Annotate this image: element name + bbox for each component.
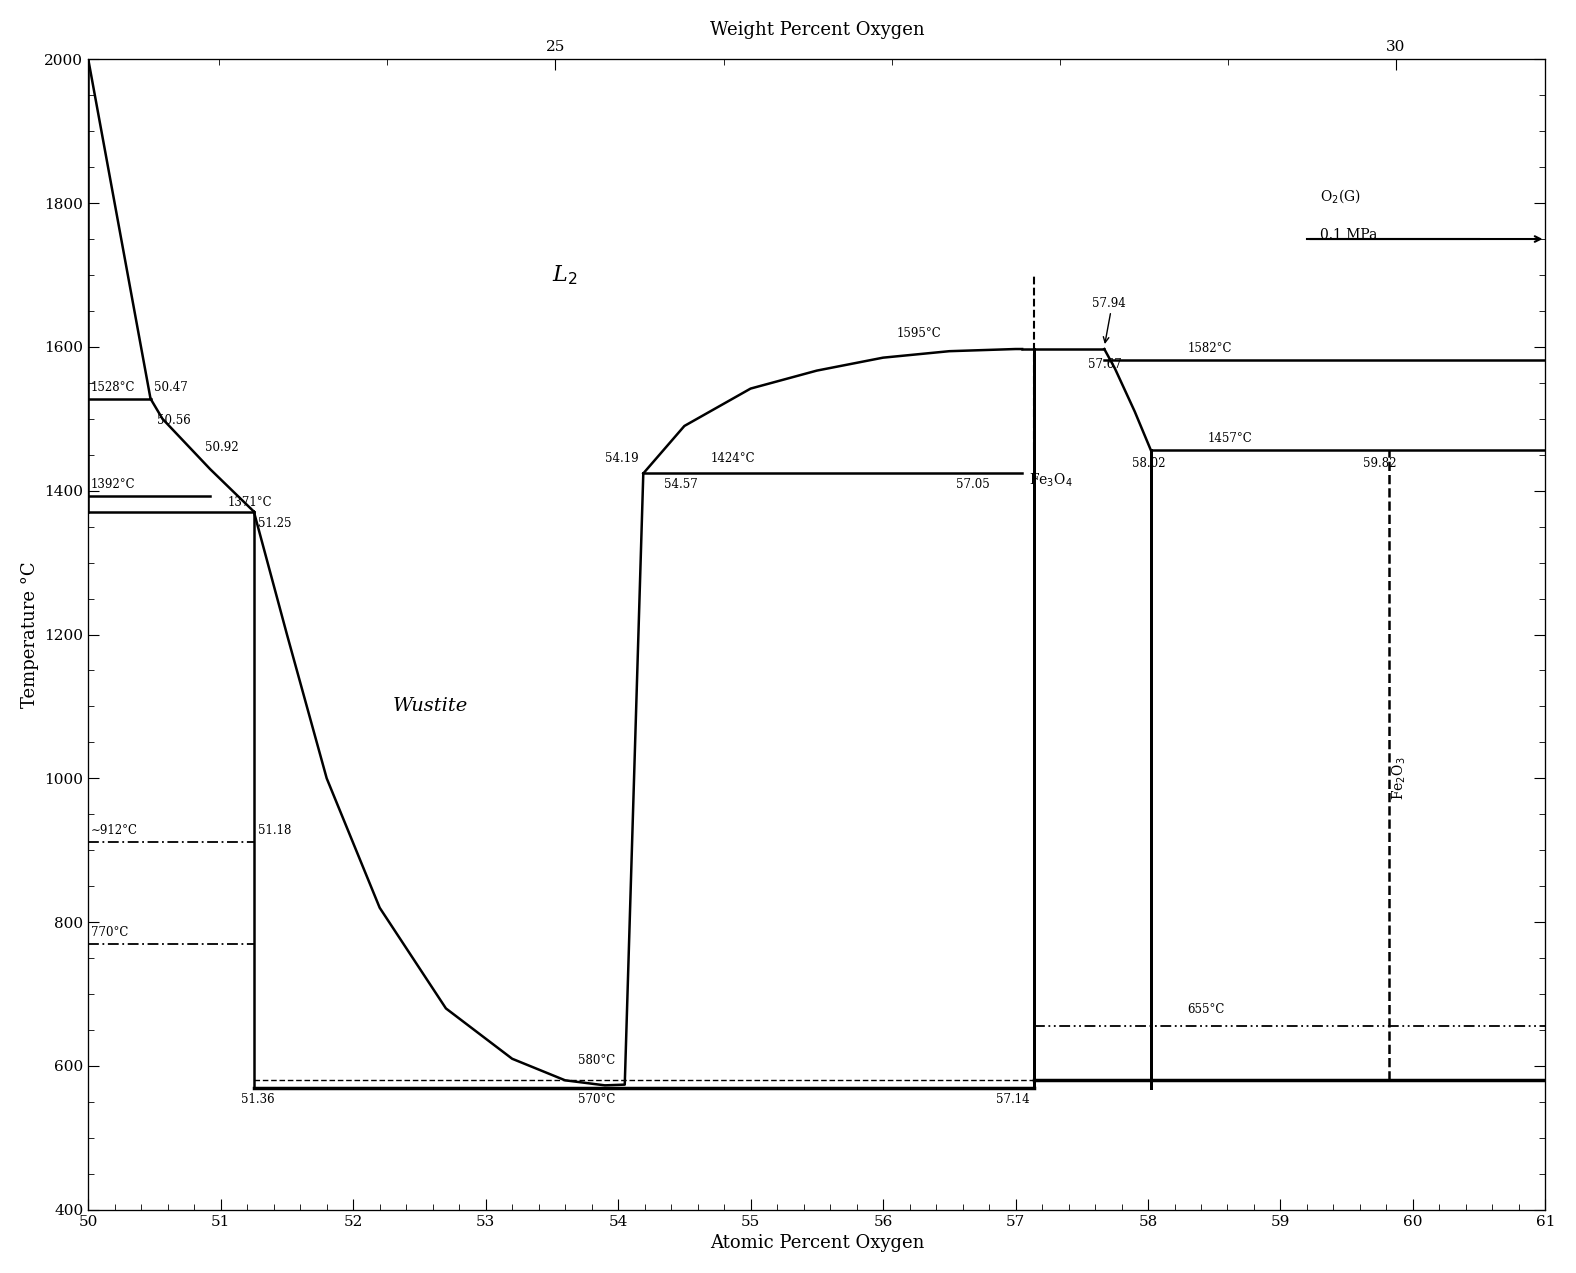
Text: 1582°C: 1582°C [1188, 342, 1232, 355]
Text: 1528°C: 1528°C [91, 382, 136, 395]
Text: 1392°C: 1392°C [91, 479, 136, 491]
Text: 580°C: 580°C [578, 1054, 616, 1067]
X-axis label: Weight Percent Oxygen: Weight Percent Oxygen [709, 20, 924, 39]
Text: 57.05: 57.05 [957, 479, 990, 491]
Text: 570°C: 570°C [578, 1092, 616, 1105]
Text: 0.1 MPa: 0.1 MPa [1321, 228, 1377, 242]
Text: 54.57: 54.57 [665, 479, 698, 491]
Text: Fe$_2$O$_3$: Fe$_2$O$_3$ [1392, 756, 1409, 799]
Text: 50.56: 50.56 [158, 415, 191, 428]
Text: 1371°C: 1371°C [227, 496, 273, 509]
Text: 51.18: 51.18 [258, 824, 292, 836]
Text: 58.02: 58.02 [1132, 457, 1166, 470]
Text: 1424°C: 1424°C [711, 452, 755, 465]
Text: L$_2$: L$_2$ [552, 264, 577, 286]
Text: 57.67: 57.67 [1089, 359, 1122, 372]
X-axis label: Atomic Percent Oxygen: Atomic Percent Oxygen [709, 1234, 924, 1253]
Text: 1595°C: 1595°C [897, 327, 941, 340]
Text: 50.92: 50.92 [205, 440, 238, 454]
Text: 770°C: 770°C [91, 927, 128, 939]
Text: O$_2$(G): O$_2$(G) [1321, 187, 1362, 205]
Text: Fe$_3$O$_4$: Fe$_3$O$_4$ [1029, 471, 1072, 489]
Text: 59.82: 59.82 [1363, 457, 1396, 470]
Text: 57.14: 57.14 [996, 1092, 1029, 1105]
Text: 655°C: 655°C [1188, 1003, 1225, 1016]
Text: ∼912°C: ∼912°C [91, 824, 137, 836]
Text: 1457°C: 1457°C [1207, 433, 1253, 446]
Text: 51.36: 51.36 [241, 1092, 274, 1105]
Text: Wustite: Wustite [392, 698, 468, 715]
Text: 54.19: 54.19 [605, 452, 638, 465]
Text: 51.25: 51.25 [258, 517, 292, 530]
Text: 50.47: 50.47 [154, 382, 188, 395]
Y-axis label: Temperature °C: Temperature °C [20, 561, 39, 708]
Text: 57.94: 57.94 [1092, 297, 1127, 311]
